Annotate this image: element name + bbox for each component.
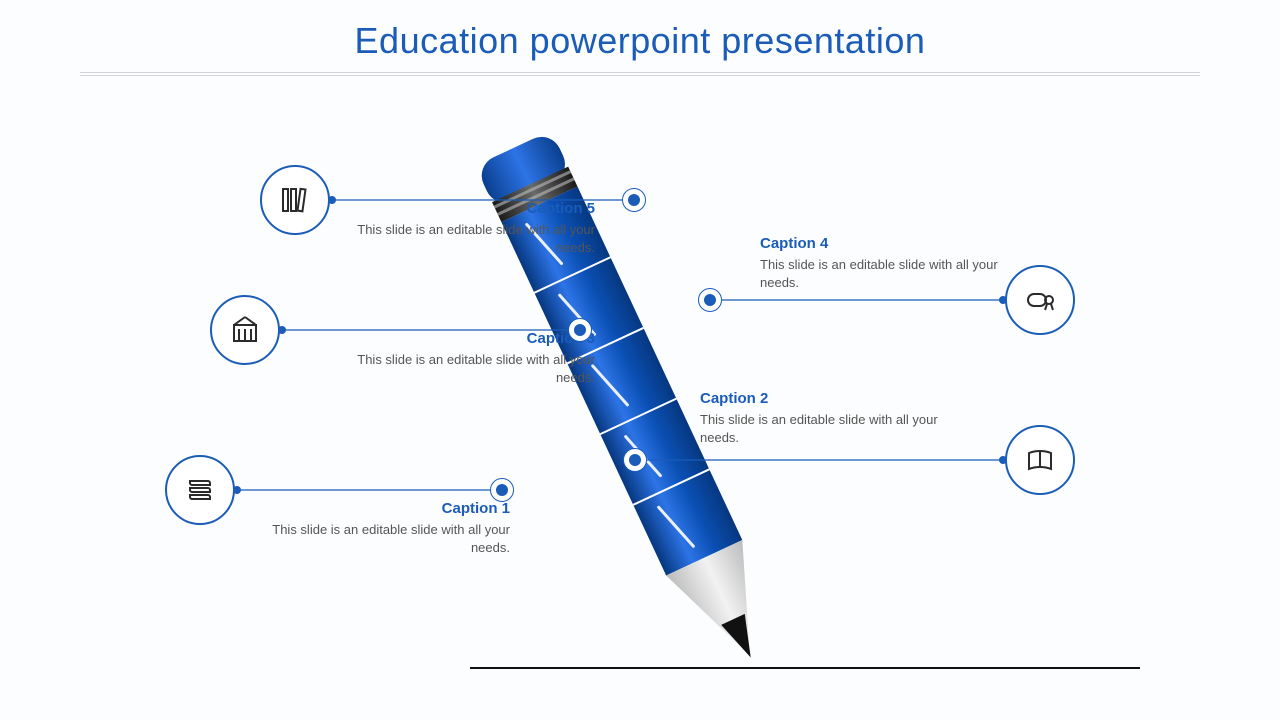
caption-block: Caption 4 This slide is an editable slide… (760, 235, 1000, 291)
node-marker (568, 318, 592, 342)
diploma-icon (1005, 265, 1075, 335)
caption-block: Caption 3 This slide is an editable slide… (355, 330, 595, 386)
connector-end-dot (233, 486, 241, 494)
caption-body: This slide is an editable slide with all… (270, 521, 510, 556)
caption-body: This slide is an editable slide with all… (355, 351, 595, 386)
node-marker (698, 288, 722, 312)
caption-body: This slide is an editable slide with all… (355, 221, 595, 256)
library-icon (260, 165, 330, 235)
connector-end-dot (999, 456, 1007, 464)
node-marker (490, 478, 514, 502)
openbook-icon (1005, 425, 1075, 495)
caption-block: Caption 5 This slide is an editable slide… (355, 200, 595, 256)
caption-title: Caption 2 (700, 390, 940, 407)
connector-end-dot (278, 326, 286, 334)
caption-block: Caption 2 This slide is an editable slide… (700, 390, 940, 446)
slide: Education powerpoint presentation (0, 0, 1280, 720)
caption-body: This slide is an editable slide with all… (700, 411, 940, 446)
pencil-graphic (0, 0, 1280, 720)
caption-title: Caption 1 (270, 500, 510, 517)
caption-block: Caption 1 This slide is an editable slide… (270, 500, 510, 556)
connector-end-dot (328, 196, 336, 204)
caption-title: Caption 3 (355, 330, 595, 347)
node-marker (623, 448, 647, 472)
node-marker (622, 188, 646, 212)
caption-body: This slide is an editable slide with all… (760, 256, 1000, 291)
building-icon (210, 295, 280, 365)
books-icon (165, 455, 235, 525)
connector-end-dot (999, 296, 1007, 304)
caption-title: Caption 5 (355, 200, 595, 217)
caption-title: Caption 4 (760, 235, 1000, 252)
